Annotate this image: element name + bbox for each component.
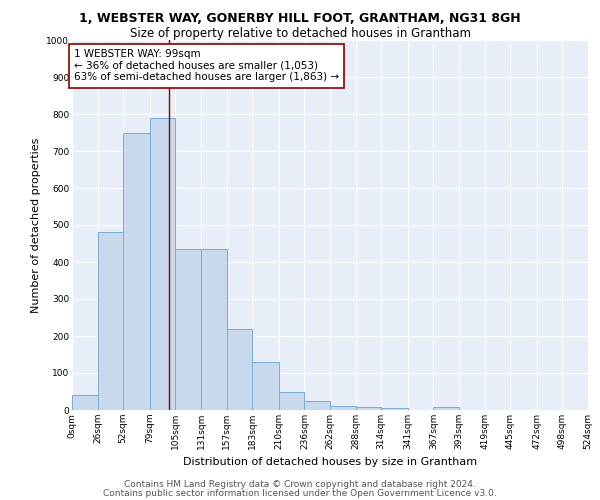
- Bar: [72, 395, 98, 410]
- Bar: [304, 401, 330, 410]
- Bar: [279, 392, 304, 410]
- Bar: [252, 362, 279, 410]
- Text: Size of property relative to detached houses in Grantham: Size of property relative to detached ho…: [130, 28, 470, 40]
- Bar: [227, 328, 252, 410]
- Text: Contains public sector information licensed under the Open Government Licence v3: Contains public sector information licen…: [103, 488, 497, 498]
- Bar: [175, 249, 201, 410]
- Bar: [98, 232, 123, 410]
- Bar: [150, 118, 175, 410]
- Bar: [433, 407, 459, 410]
- Bar: [381, 408, 408, 410]
- Bar: [330, 406, 356, 410]
- Bar: [123, 132, 150, 410]
- Text: Contains HM Land Registry data © Crown copyright and database right 2024.: Contains HM Land Registry data © Crown c…: [124, 480, 476, 489]
- Y-axis label: Number of detached properties: Number of detached properties: [31, 138, 41, 312]
- Bar: [356, 407, 381, 410]
- X-axis label: Distribution of detached houses by size in Grantham: Distribution of detached houses by size …: [183, 458, 477, 468]
- Text: 1, WEBSTER WAY, GONERBY HILL FOOT, GRANTHAM, NG31 8GH: 1, WEBSTER WAY, GONERBY HILL FOOT, GRANT…: [79, 12, 521, 26]
- Bar: [201, 249, 227, 410]
- Text: 1 WEBSTER WAY: 99sqm
← 36% of detached houses are smaller (1,053)
63% of semi-de: 1 WEBSTER WAY: 99sqm ← 36% of detached h…: [74, 50, 339, 82]
